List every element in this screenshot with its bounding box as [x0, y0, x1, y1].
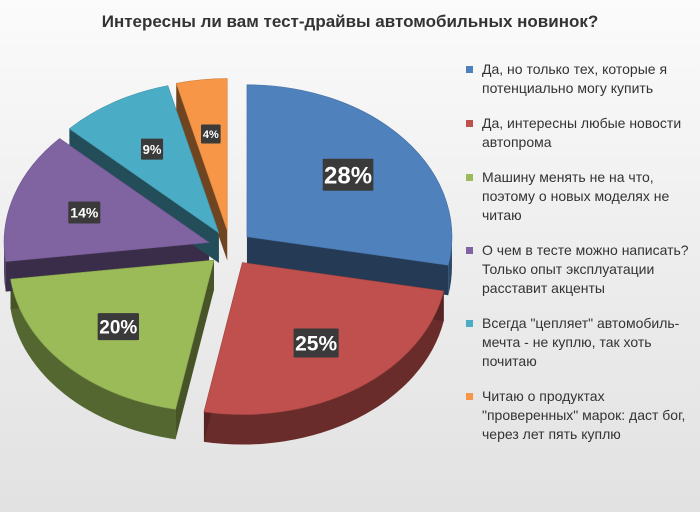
chart-title: Интересны ли вам тест-драйвы автомобильн… [101, 12, 599, 31]
legend-label: Машину менять не на что, поэтому о новых… [482, 169, 670, 223]
legend-swatch [466, 320, 473, 327]
legend-item: О чем в тесте можно написать? Только опы… [462, 241, 694, 298]
pie-chart: 28% 25% 20% 14% 9% 4% [3, 78, 453, 445]
legend-swatch [466, 393, 473, 400]
legend-swatch [466, 120, 473, 127]
legend-item: Читаю о продуктах "проверенных" марок: д… [462, 387, 694, 444]
legend-item: Всегда "цепляет" автомобиль-мечта - не к… [462, 314, 694, 371]
legend-label: Да, интересны любые новости автопрома [482, 115, 682, 150]
legend: Да, но только тех, которые я потенциальн… [462, 60, 694, 460]
legend-label: О чем в тесте можно написать? Только опы… [482, 242, 689, 296]
slice-label-4: 9% [143, 142, 162, 157]
legend-swatch [466, 247, 473, 254]
pie-slice-3 [3, 138, 210, 262]
legend-item: Да, интересны любые новости автопрома [462, 114, 694, 152]
legend-label: Да, но только тех, которые я потенциальн… [482, 61, 668, 96]
slice-label-box-1 [293, 328, 339, 358]
legend-label: Всегда "цепляет" автомобиль-мечта - не к… [482, 315, 680, 369]
slice-label-box-3 [68, 201, 101, 224]
slice-label-5: 4% [203, 129, 219, 141]
legend-item: Да, но только тех, которые я потенциальн… [462, 60, 694, 98]
slice-label-box-2 [97, 313, 139, 341]
legend-swatch [466, 66, 473, 73]
pie-slice-side-5 [176, 83, 228, 261]
legend-item: Машину менять не на что, поэтому о новых… [462, 168, 694, 225]
slice-label-2: 20% [99, 317, 137, 338]
pie-slice-5 [175, 78, 228, 231]
slice-label-box-5 [200, 124, 221, 144]
slice-label-box-4 [140, 138, 164, 160]
slice-label-3: 14% [70, 205, 99, 221]
legend-swatch [466, 174, 473, 181]
slice-label-1: 25% [295, 333, 337, 356]
slice-label-0: 28% [324, 162, 372, 189]
slice-label-box-0 [322, 158, 374, 191]
legend-label: Читаю о продуктах "проверенных" марок: д… [482, 388, 686, 442]
